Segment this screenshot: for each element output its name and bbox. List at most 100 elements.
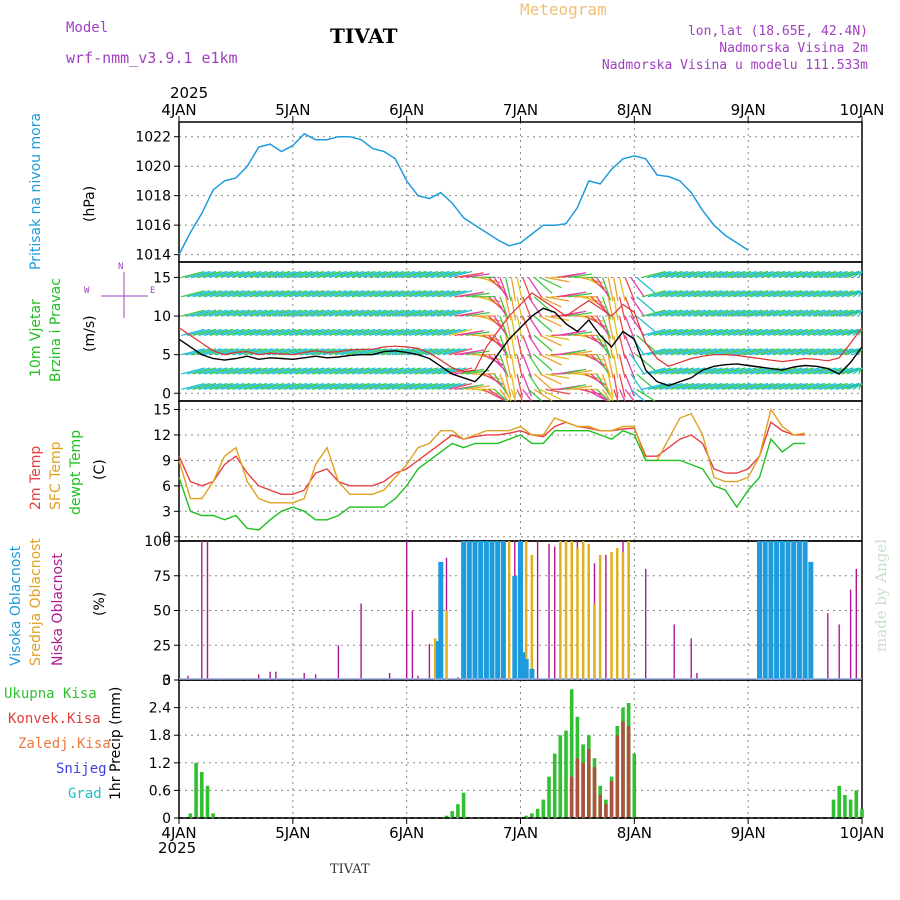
wind-arrow	[642, 290, 666, 298]
cloud-bar	[849, 589, 852, 680]
wind-arrow	[653, 290, 678, 298]
wind-arrow	[744, 270, 769, 279]
wind-arrow	[624, 373, 635, 397]
wind-arrow	[260, 270, 285, 279]
cloud-bar	[808, 561, 814, 680]
wind-arrow	[568, 273, 593, 279]
wind-arrow	[624, 315, 635, 339]
cloud-bar	[523, 659, 529, 680]
wind-arrow	[260, 309, 285, 317]
wind-arrow	[738, 348, 763, 356]
wind-arrow	[209, 270, 234, 279]
wind-arrow	[277, 290, 302, 298]
wind-arrow	[716, 309, 740, 317]
wind-arrow	[545, 296, 570, 302]
wind-arrow	[323, 309, 347, 317]
model-elevation-label: Nadmorska Visina u modelu 111.533m	[601, 58, 868, 73]
wind-arrow	[493, 354, 508, 376]
cloud-bar	[530, 554, 534, 680]
wind-arrow	[824, 328, 848, 337]
wind-arrow	[386, 328, 410, 337]
wind-arrow	[721, 309, 746, 317]
wind-arrow	[499, 315, 509, 339]
wind-arrow	[346, 270, 370, 279]
wind-arrow	[835, 309, 860, 317]
cloud-bar	[483, 541, 489, 680]
wind-arrow	[801, 270, 826, 279]
wind-arrow	[306, 328, 330, 337]
wind-arrow	[397, 367, 421, 375]
wind-arrow	[215, 270, 239, 279]
wind-arrow	[750, 290, 774, 298]
wind-arrow	[522, 389, 532, 402]
precip-bar	[609, 781, 614, 818]
wind-arrow	[255, 328, 279, 337]
x-tick-label-top: 7JAN	[503, 101, 538, 119]
wind-arrow	[209, 367, 234, 375]
wind-arrow	[721, 367, 746, 375]
wind-arrow	[357, 328, 382, 337]
cloud-bar	[605, 554, 607, 680]
wind-arrow	[778, 348, 803, 356]
wind-arrow	[442, 367, 467, 375]
wind-arrow	[790, 290, 814, 298]
wind-arrow	[289, 348, 313, 356]
wind-arrow	[351, 270, 376, 279]
y-tick-label: 15	[153, 270, 171, 286]
wind-arrow	[607, 373, 614, 398]
wind-arrow	[283, 270, 308, 279]
wind-arrow	[255, 290, 279, 298]
precip-bar	[444, 815, 449, 818]
panel-frame	[178, 400, 863, 542]
y-tick-label: 1020	[135, 159, 171, 175]
wind-arrow	[778, 290, 803, 298]
wind-arrow	[289, 382, 313, 391]
wind-arrow	[545, 334, 570, 341]
wind-arrow	[226, 309, 251, 317]
wind-arrow	[294, 309, 319, 317]
wind-arrow	[277, 367, 302, 375]
wind-arrow	[750, 309, 774, 317]
wind-arrow	[368, 367, 393, 375]
wind-arrow	[664, 270, 689, 279]
wind-arrow	[562, 368, 587, 375]
wind-arrow	[824, 290, 848, 298]
cloud-bar	[466, 541, 472, 680]
wind-arrow	[391, 382, 416, 391]
wind-arrow	[437, 382, 461, 391]
wind-arrow	[283, 348, 308, 356]
wind-arrow	[232, 367, 256, 375]
wind-arrow	[522, 373, 533, 397]
y-tick-label: 0.6	[149, 783, 171, 799]
cloud-bar	[201, 541, 203, 680]
precip-bar	[598, 795, 602, 818]
precip-legend-freezing: Zaledj.Kisa	[18, 736, 111, 752]
precip-bar	[569, 776, 574, 818]
wind-arrow	[340, 270, 365, 279]
wind-arrow	[312, 290, 336, 298]
wind-arrow	[368, 290, 393, 298]
wind-arrow	[408, 367, 433, 375]
wind-arrow	[351, 290, 376, 298]
wind-arrow	[209, 309, 234, 317]
wind-arrow	[699, 309, 723, 317]
wind-arrow	[186, 290, 211, 298]
wind-arrow	[391, 328, 416, 337]
precip-legend-hail: Grad	[68, 786, 102, 802]
wind-arrow	[283, 367, 308, 375]
station-title: TIVAT	[330, 24, 398, 48]
wind-arrow	[374, 270, 399, 279]
wind-arrow	[312, 270, 336, 279]
pressure-line	[178, 132, 749, 255]
wind-arrow	[437, 270, 461, 279]
wind-arrow	[562, 272, 587, 279]
wind-arrow	[784, 348, 808, 356]
wind-arrow	[357, 290, 382, 298]
wind-arrow	[238, 382, 262, 391]
wind-arrow	[818, 270, 843, 279]
wind-arrow	[750, 328, 774, 337]
wind-arrow	[527, 277, 543, 298]
wind-arrow	[676, 270, 700, 279]
wind-arrow	[312, 382, 336, 391]
wind-arrow	[397, 328, 421, 337]
